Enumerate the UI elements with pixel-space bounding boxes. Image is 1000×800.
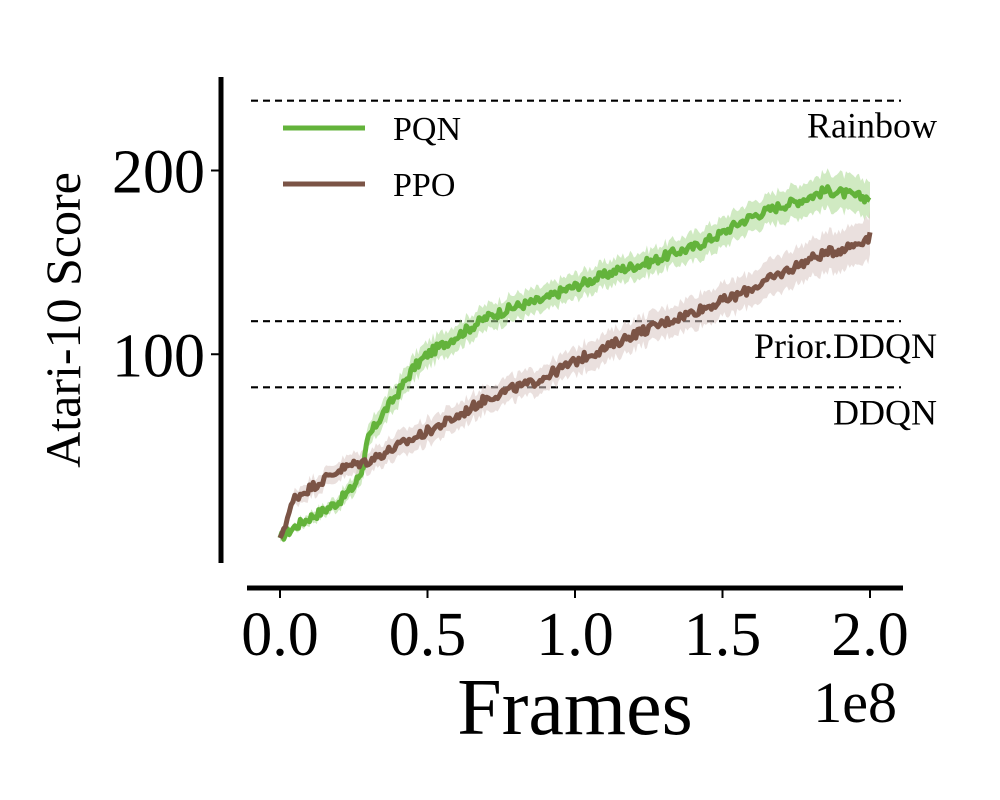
legend-label-ppo: PPO: [393, 167, 455, 204]
band-ppo: [280, 210, 870, 542]
x-axis-title: Frames: [457, 664, 693, 752]
reference-label-prior-ddqn: Prior.DDQN: [754, 326, 937, 366]
x-tick-label: 0.0: [241, 601, 319, 669]
legend-label-pqn: PQN: [393, 111, 461, 148]
reference-lines: Rainbow Prior.DDQN DDQN: [251, 99, 937, 432]
y-ticks: 100 200: [112, 139, 221, 390]
reference-label-ddqn: DDQN: [833, 392, 937, 432]
x-tick-label: 2.0: [831, 601, 909, 669]
x-axis-multiplier: 1e8: [813, 670, 897, 735]
series-line-pqn: [277, 184, 872, 542]
legend: PQN PPO: [283, 111, 461, 204]
x-tick-label: 1.0: [536, 601, 614, 669]
y-axis-title: Atari-10 Score: [35, 172, 91, 468]
x-ticks: 0.0 0.5 1.0 1.5 2.0: [241, 588, 909, 669]
x-tick-label: 0.5: [389, 601, 467, 669]
y-tick-label: 200: [112, 139, 205, 207]
series-line-ppo: [277, 231, 873, 540]
y-tick-label: 100: [112, 322, 205, 390]
series-lines: [277, 184, 873, 542]
reference-label-rainbow: Rainbow: [807, 106, 937, 146]
x-tick-label: 1.5: [684, 601, 762, 669]
